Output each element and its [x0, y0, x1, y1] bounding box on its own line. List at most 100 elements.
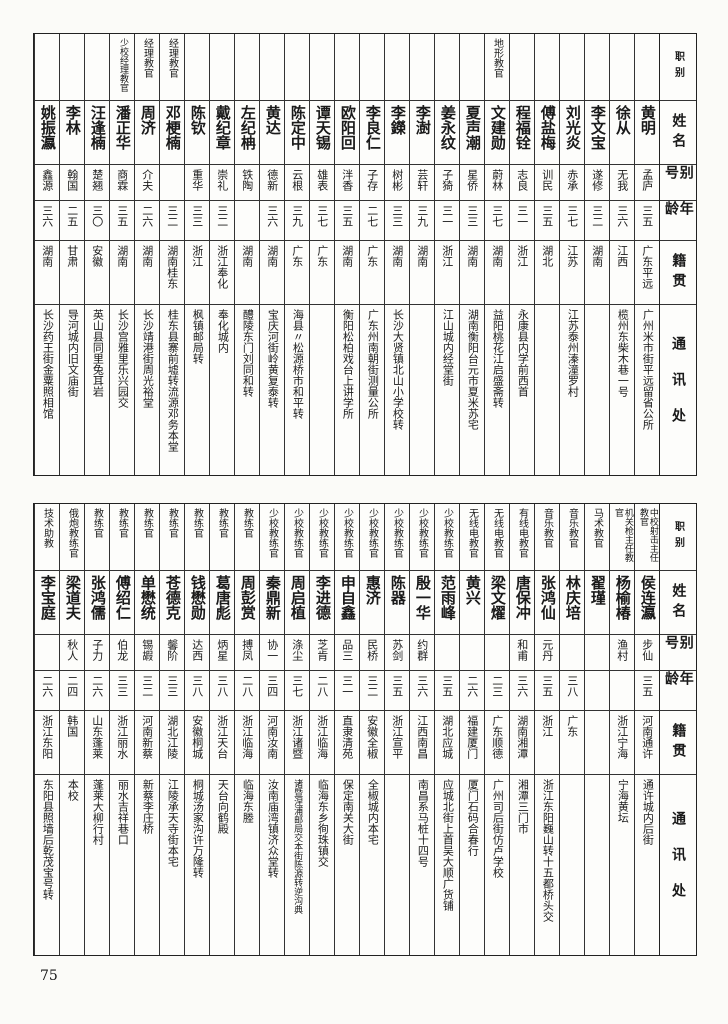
person-column: 教练官 傅绍仁 伯龙 三三 浙江丽水 丽水吉祥巷口	[109, 504, 134, 955]
alias-cell: 鑫源	[35, 165, 59, 201]
header-origin: 籍贯	[660, 241, 696, 305]
origin-text: 湖南	[115, 245, 129, 267]
name-text: 文建勋	[488, 105, 507, 150]
header-column: 职别 姓名 别号 年龄 籍贯 通讯处	[659, 504, 696, 955]
origin-text: 浙江临海	[240, 715, 254, 759]
name-text: 梁文燿	[488, 575, 507, 620]
header-alias: 别号	[660, 165, 696, 201]
alias-cell: 子力	[85, 635, 109, 671]
age-cell: 三六	[510, 671, 534, 711]
origin-text: 直隶清苑	[340, 715, 354, 759]
name-cell: 唐保冲	[510, 571, 534, 635]
address-cell: 广州司后街仿卢学校	[485, 775, 509, 955]
alias-text: 芝肯	[315, 639, 329, 661]
origin-cell: 广东	[285, 241, 309, 305]
name-text: 单懋统	[138, 575, 157, 620]
title-text: 教练官	[241, 508, 253, 538]
age-cell: 二四	[60, 671, 84, 711]
address-cell: 蓬莱大柳行村	[85, 775, 109, 955]
origin-text: 安徽桐城	[190, 715, 204, 759]
alias-text: 民桥	[365, 639, 379, 661]
header-title: 职别	[660, 34, 696, 101]
title-text: 少校教练官	[341, 508, 353, 558]
origin-text: 湖南	[415, 245, 429, 267]
origin-text: 浙江奉化	[215, 245, 229, 289]
origin-cell: 浙江宁海	[610, 711, 634, 775]
age-text: 三五	[540, 675, 554, 697]
address-text: 长沙大贤镇北山小学校转	[391, 309, 405, 430]
age-cell: 三一	[435, 201, 459, 241]
age-cell: 三一	[510, 201, 534, 241]
age-cell: 二六	[35, 671, 59, 711]
header-column: 职别 姓名 别号 年龄 籍贯 通讯处	[659, 34, 696, 475]
name-cell: 李良仁	[360, 101, 384, 165]
header-age: 年龄	[660, 201, 696, 241]
person-column: 教练官 苍德克 馨阶 三三 湖北江陵 江陵承天寺街本宅	[159, 504, 184, 955]
origin-cell: 浙江天台	[210, 711, 234, 775]
title-text: 音乐教官	[566, 508, 578, 548]
age-text: 三〇	[90, 205, 104, 227]
address-text: 宁海黄坛	[616, 779, 630, 823]
name-cell: 翟瑾	[585, 571, 609, 635]
address-text: 奉化城内	[216, 309, 230, 353]
alias-text: 步仙	[640, 639, 654, 661]
name-cell: 邓梗楠	[160, 101, 184, 165]
title-text: 少校教练官	[366, 508, 378, 558]
name-cell: 李林	[60, 101, 84, 165]
address-cell	[410, 305, 434, 475]
address-cell: 通许城内后街	[635, 775, 659, 955]
address-cell: 广州米市街平远留省公所	[635, 305, 659, 475]
alias-text: 涤尘	[290, 639, 304, 661]
name-cell: 傅绍仁	[110, 571, 134, 635]
name-text: 黄兴	[463, 575, 482, 605]
address-text: 应城北街上首吴大顺广货铺	[441, 779, 455, 911]
title-cell	[560, 34, 584, 101]
person-column: 教练官 单懋统 锡嘏 三二 河南新蔡 新蔡李庄桥	[134, 504, 159, 955]
age-cell: 三四	[260, 671, 284, 711]
age-cell: 三五	[110, 201, 134, 241]
origin-cell: 安徽桐城	[185, 711, 209, 775]
address-text: 桂东县寨前墟转流源邓务本堂	[166, 309, 180, 452]
age-text: 三一	[440, 205, 454, 227]
origin-cell: 浙江	[510, 241, 534, 305]
alias-cell: 涤尘	[285, 635, 309, 671]
name-cell: 李进德	[310, 571, 334, 635]
alias-text: 雄表	[315, 169, 329, 191]
alias-cell	[560, 635, 584, 671]
address-text: 临海东塍	[241, 779, 255, 823]
age-cell: 二六	[135, 201, 159, 241]
age-cell: 三六	[35, 201, 59, 241]
name-cell: 梁文燿	[485, 571, 509, 635]
age-text: 二四	[65, 675, 79, 697]
person-column: 陈定中 云根 三九 广东 海县〃松源桥市和平转	[284, 34, 309, 475]
title-cell: 少校教练官	[310, 504, 334, 571]
origin-cell: 浙江临海	[235, 711, 259, 775]
header-label: 通讯处	[670, 811, 687, 919]
header-label: 籍贯	[670, 722, 687, 763]
header-label: 通讯处	[670, 336, 687, 444]
alias-cell: 达西	[185, 635, 209, 671]
person-column: 教练官 钱懋勋 达西 三八 安徽桐城 桐城汤家沟许万隆转	[184, 504, 209, 955]
person-column: 黄达 德新 三六 湖南 宝庆河街岭黄复泰转	[259, 34, 284, 475]
age-text: 三七	[290, 675, 304, 697]
person-column: 俄炮教练官 梁道夫 秋人 二四 韩国 本校	[59, 504, 84, 955]
alias-cell	[435, 635, 459, 671]
alias-cell: 民桥	[360, 635, 384, 671]
origin-text: 湖南	[390, 245, 404, 267]
age-text: 三七	[565, 205, 579, 227]
age-cell: 三八	[210, 671, 234, 711]
age-cell: 三〇	[85, 201, 109, 241]
origin-text: 浙江诸暨	[290, 715, 304, 759]
name-cell: 刘光炎	[560, 101, 584, 165]
name-cell: 范雨峰	[435, 571, 459, 635]
title-cell: 少校教练官	[335, 504, 359, 571]
address-text: 东阳县照墙后乾茂宝号转	[41, 779, 55, 900]
title-text: 教练官	[141, 508, 153, 538]
origin-text: 湖南	[340, 245, 354, 267]
title-cell	[410, 34, 434, 101]
name-text: 李文宝	[588, 105, 607, 150]
title-cell: 少校教练官	[410, 504, 434, 571]
name-text: 惠济	[363, 575, 382, 605]
address-cell: 临海东乡徇珠镇交	[310, 775, 334, 955]
person-column: 欧阳回 泮香 三五 湖南 衡阳松柏戏台上讲学所	[334, 34, 359, 475]
